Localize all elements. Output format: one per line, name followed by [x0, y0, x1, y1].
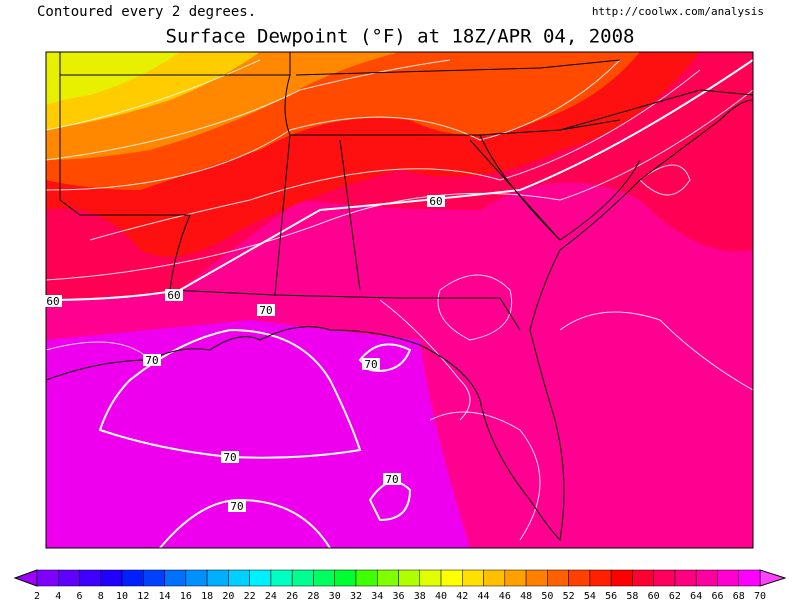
- legend-swatch: [610, 569, 633, 587]
- legend-label: 54: [584, 591, 596, 600]
- legend-label: 40: [435, 591, 447, 600]
- legend-swatch: [695, 569, 718, 587]
- legend-label: 6: [77, 591, 83, 600]
- legend-label: 2: [34, 591, 40, 600]
- legend-swatch: [270, 569, 293, 587]
- legend-swatch: [504, 569, 527, 587]
- legend-label: 70: [754, 591, 766, 600]
- legend-swatch: [589, 569, 612, 587]
- legend-swatch: [36, 569, 59, 587]
- contour-label: 70: [145, 354, 158, 367]
- legend-swatch: [334, 569, 357, 587]
- legend-label: 12: [137, 591, 149, 600]
- contour-label: 70: [223, 451, 236, 464]
- legend-swatch: [483, 569, 506, 587]
- contour-label: 70: [364, 358, 377, 371]
- legend-label: 62: [669, 591, 681, 600]
- legend-swatch: [79, 569, 102, 587]
- legend-label: 10: [116, 591, 128, 600]
- contour-label-bg: [143, 354, 161, 366]
- legend-swatch: [164, 569, 187, 587]
- legend-label: 30: [329, 591, 341, 600]
- legend-swatch: [440, 569, 463, 587]
- legend-swatch: [632, 569, 654, 587]
- legend-label: 46: [499, 591, 511, 600]
- contour-label-bg: [362, 358, 380, 370]
- legend-label: 38: [414, 591, 426, 600]
- legend-swatch: [717, 569, 739, 587]
- legend-label: 32: [350, 591, 362, 600]
- legend-label: 26: [286, 591, 298, 600]
- legend-swatch: [249, 569, 272, 587]
- legend-label: 28: [307, 591, 319, 600]
- contour-label: 70: [259, 304, 272, 317]
- legend-label: 64: [690, 591, 702, 600]
- legend-swatch: [525, 569, 548, 587]
- legend-label: 14: [159, 591, 171, 600]
- legend-label: 36: [392, 591, 404, 600]
- legend-above: [759, 569, 787, 587]
- legend-label: 20: [222, 591, 234, 600]
- legend-swatch: [291, 569, 314, 587]
- legend-label: 58: [626, 591, 638, 600]
- legend-label: 48: [520, 591, 532, 600]
- legend-swatch: [547, 569, 569, 587]
- source-url: http://coolwx.com/analysis: [592, 5, 764, 18]
- legend-label: 24: [265, 591, 277, 600]
- legend-swatch: [653, 569, 676, 587]
- contour-label-bg: [383, 473, 401, 485]
- contour-label: 60: [167, 289, 180, 302]
- contour-label-bg: [221, 451, 239, 463]
- contour-label: 60: [46, 295, 59, 308]
- map-title: Surface Dewpoint (°F) at 18Z/APR 04, 200…: [166, 26, 635, 48]
- legend-swatch: [419, 569, 442, 587]
- legend-label: 16: [180, 591, 192, 600]
- contour-label-bg: [228, 500, 246, 512]
- legend-label: 42: [456, 591, 468, 600]
- legend-label: 4: [55, 591, 61, 600]
- legend-label: 22: [244, 591, 256, 600]
- contour-label-bg: [427, 195, 445, 207]
- legend-label: 8: [98, 591, 104, 600]
- legend-below: [13, 569, 38, 587]
- legend-swatch: [313, 569, 335, 587]
- legend-label: 60: [648, 591, 660, 600]
- legend-swatch: [121, 569, 144, 587]
- contour-label-bg: [165, 289, 183, 301]
- legend-swatch: [674, 569, 697, 587]
- legend-swatch: [58, 569, 80, 587]
- legend-label: 44: [478, 591, 490, 600]
- legend-label: 66: [711, 591, 723, 600]
- legend-swatch: [228, 569, 250, 587]
- legend-swatch: [100, 569, 123, 587]
- map: [46, 52, 753, 548]
- legend-label: 68: [733, 591, 745, 600]
- legend-swatch: [398, 569, 421, 587]
- contour-label-bg: [257, 304, 275, 316]
- legend-swatch: [143, 569, 165, 587]
- legend-swatch: [355, 569, 378, 587]
- legend-swatch: [185, 569, 208, 587]
- legend-swatch: [738, 569, 761, 587]
- legend-swatch: [462, 569, 484, 587]
- legend-swatch: [568, 569, 591, 587]
- legend-label: 50: [541, 591, 553, 600]
- legend-label: 34: [371, 591, 383, 600]
- legend-label: 52: [563, 591, 575, 600]
- legend-swatch: [206, 569, 229, 587]
- legend-swatch: [376, 569, 399, 587]
- contour-label: 70: [230, 500, 243, 513]
- contour-label: 60: [429, 195, 442, 208]
- contour-label: 70: [385, 473, 398, 486]
- legend-label: 56: [605, 591, 617, 600]
- legend-label: 18: [201, 591, 213, 600]
- contour-label-bg: [44, 295, 62, 307]
- contour-note: Contoured every 2 degrees.: [37, 4, 256, 20]
